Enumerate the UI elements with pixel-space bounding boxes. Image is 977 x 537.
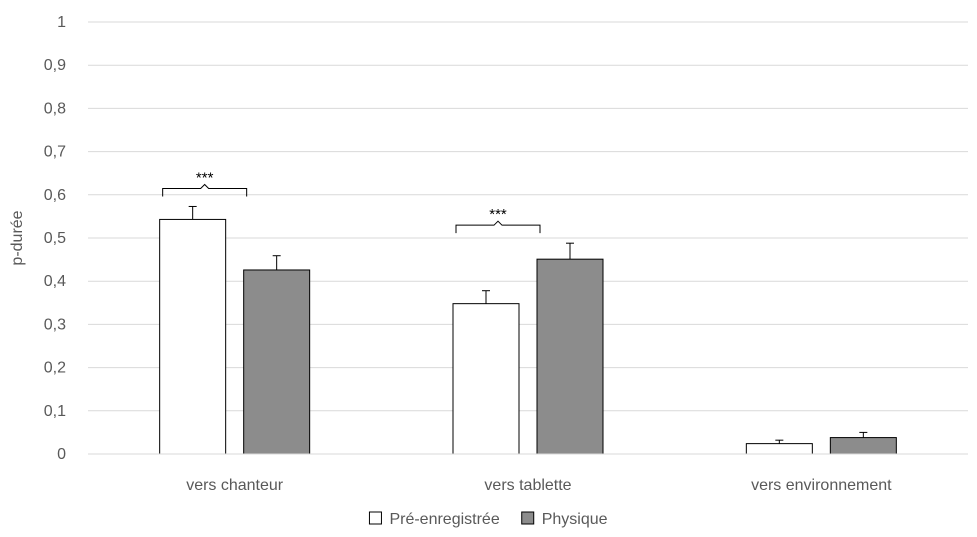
- significance-brackets: *** ***: [162, 169, 541, 234]
- bar-physique: [243, 269, 311, 455]
- y-tick-label: 0,7: [44, 144, 66, 161]
- significance-label: ***: [196, 169, 214, 186]
- legend-label: Pré-enregistrée: [389, 511, 499, 528]
- x-category-label: vers environnement: [751, 477, 892, 494]
- bar-pre-enregistree: [159, 218, 227, 455]
- x-category-label: vers chanteur: [186, 477, 284, 494]
- y-tick-label: 0,1: [44, 403, 66, 420]
- y-tick-label: 0,4: [44, 273, 66, 290]
- bar-pre-enregistree: [745, 443, 813, 455]
- y-tick-label: 0,8: [44, 100, 66, 117]
- y-tick-label: 0: [57, 446, 66, 463]
- legend-swatch: [368, 511, 382, 525]
- y-tick-label: 0,9: [44, 57, 66, 74]
- legend-swatch: [521, 511, 535, 525]
- significance-bracket: [455, 220, 541, 234]
- legend-label: Physique: [542, 511, 608, 528]
- bar-physique: [536, 258, 604, 455]
- bars: [159, 218, 897, 455]
- error-bars: [188, 205, 868, 444]
- y-axis-title: p-durée: [9, 210, 26, 265]
- significance-bracket: [162, 183, 248, 197]
- y-tick-label: 0,2: [44, 360, 66, 377]
- bar-pre-enregistree: [452, 303, 520, 455]
- y-tick-label: 0,6: [44, 187, 66, 204]
- significance-label: ***: [489, 206, 507, 223]
- x-category-label: vers tablette: [484, 477, 571, 494]
- y-tick-label: 0,5: [44, 230, 66, 247]
- y-tick-label: 0,3: [44, 316, 66, 333]
- y-axis-ticks: 0 0,1 0,2 0,3 0,4 0,5 0,6 0,7 0,8 0,9 1: [44, 14, 66, 463]
- legend: Pré-enregistrée Physique: [368, 511, 608, 528]
- bar-physique: [829, 437, 897, 455]
- gridlines: [88, 21, 968, 412]
- y-tick-label: 1: [57, 14, 66, 31]
- x-axis-categories: vers chanteur vers tablette vers environne…: [186, 477, 892, 494]
